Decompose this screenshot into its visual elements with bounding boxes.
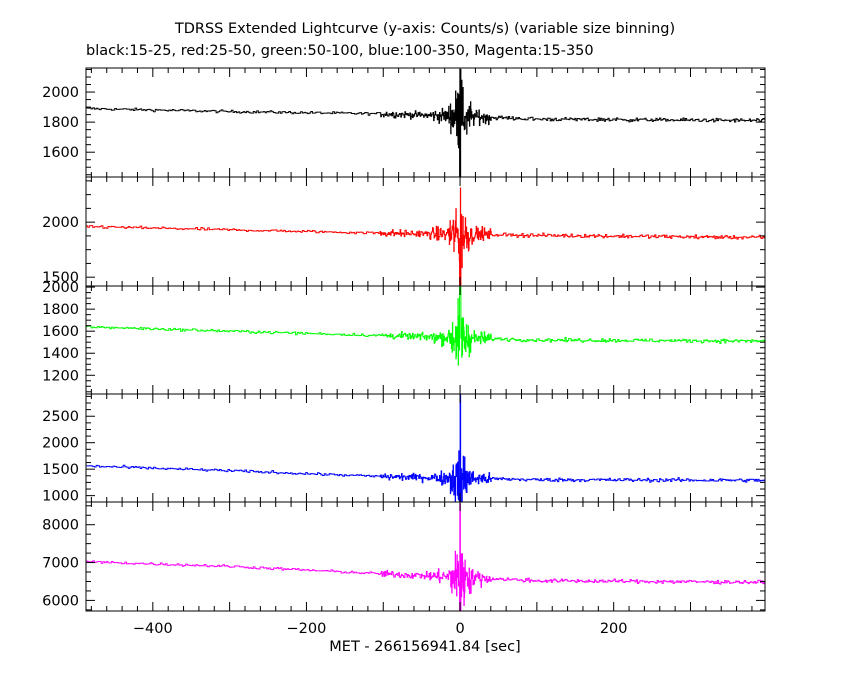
panel-blue: 1000 1500 2000 2500 (42, 393, 766, 505)
y-tick-label: 1500 (42, 270, 79, 286)
series-line-black (86, 69, 765, 177)
series-line-magenta (86, 503, 765, 611)
chart-subtitle: black:15-25, red:25-50, green:50-100, bl… (86, 43, 594, 59)
y-tick-label: 1400 (42, 346, 79, 362)
panel-green: 1200 1400 1600 1800 2000 (42, 280, 766, 395)
x-tick-label: 0 (455, 621, 464, 637)
y-tick-label: 1000 (42, 489, 79, 505)
x-tick-label: −200 (287, 621, 327, 637)
panel-black: 1600 1800 2000 (42, 67, 766, 178)
chart-title-line: TDRSS Extended Lightcurve (y-axis: Count… (174, 21, 676, 37)
x-axis-label: MET - 266156941.84 [sec] (329, 639, 521, 655)
y-tick-label: 1200 (42, 368, 79, 384)
y-tick-label: 1800 (42, 302, 79, 318)
x-tick-label: 200 (600, 621, 628, 637)
y-tick-label: 6000 (42, 593, 79, 609)
panel-frame (85, 393, 766, 503)
y-tick-label: 2500 (42, 409, 79, 425)
panel-magenta: 6000 7000 8000 −400 −200 0 200 (42, 501, 766, 637)
y-tick-label: 2000 (42, 215, 79, 231)
series-line-blue (86, 394, 765, 502)
panel-red: 1500 2000 (42, 176, 766, 287)
y-tick-label: 1600 (42, 324, 79, 340)
panel-frame (85, 501, 766, 612)
y-tick-label: 1500 (42, 462, 79, 478)
y-tick-label: 1800 (42, 115, 79, 131)
y-tick-label: 2000 (42, 280, 79, 296)
y-tick-label: 8000 (42, 518, 79, 534)
y-tick-label: 1600 (42, 145, 79, 161)
x-tick-label: −400 (133, 621, 173, 637)
series-line-green (86, 286, 765, 366)
series-line-red (86, 187, 765, 286)
panel-frame (85, 67, 766, 178)
y-tick-label: 2000 (42, 85, 79, 101)
y-tick-label: 2000 (42, 436, 79, 452)
y-tick-label: 7000 (42, 556, 79, 572)
